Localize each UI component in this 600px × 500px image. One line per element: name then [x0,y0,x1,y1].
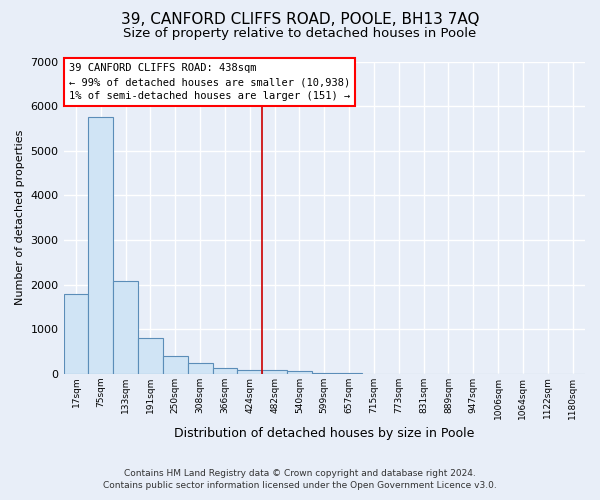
Y-axis label: Number of detached properties: Number of detached properties [15,130,25,306]
Text: Contains HM Land Registry data © Crown copyright and database right 2024.
Contai: Contains HM Land Registry data © Crown c… [103,468,497,490]
X-axis label: Distribution of detached houses by size in Poole: Distribution of detached houses by size … [174,427,475,440]
Text: 39, CANFORD CLIFFS ROAD, POOLE, BH13 7AQ: 39, CANFORD CLIFFS ROAD, POOLE, BH13 7AQ [121,12,479,28]
Bar [188,363,212,374]
Text: 39 CANFORD CLIFFS ROAD: 438sqm
← 99% of detached houses are smaller (10,938)
1% : 39 CANFORD CLIFFS ROAD: 438sqm ← 99% of … [69,63,350,101]
Bar [262,370,287,374]
Bar [88,117,113,374]
Bar [212,368,238,374]
Text: Size of property relative to detached houses in Poole: Size of property relative to detached ho… [124,28,476,40]
Bar [163,356,188,374]
Bar [312,372,337,374]
Bar [113,281,138,374]
Bar [64,294,88,374]
Bar [238,370,262,374]
Bar [287,372,312,374]
Bar [138,338,163,374]
